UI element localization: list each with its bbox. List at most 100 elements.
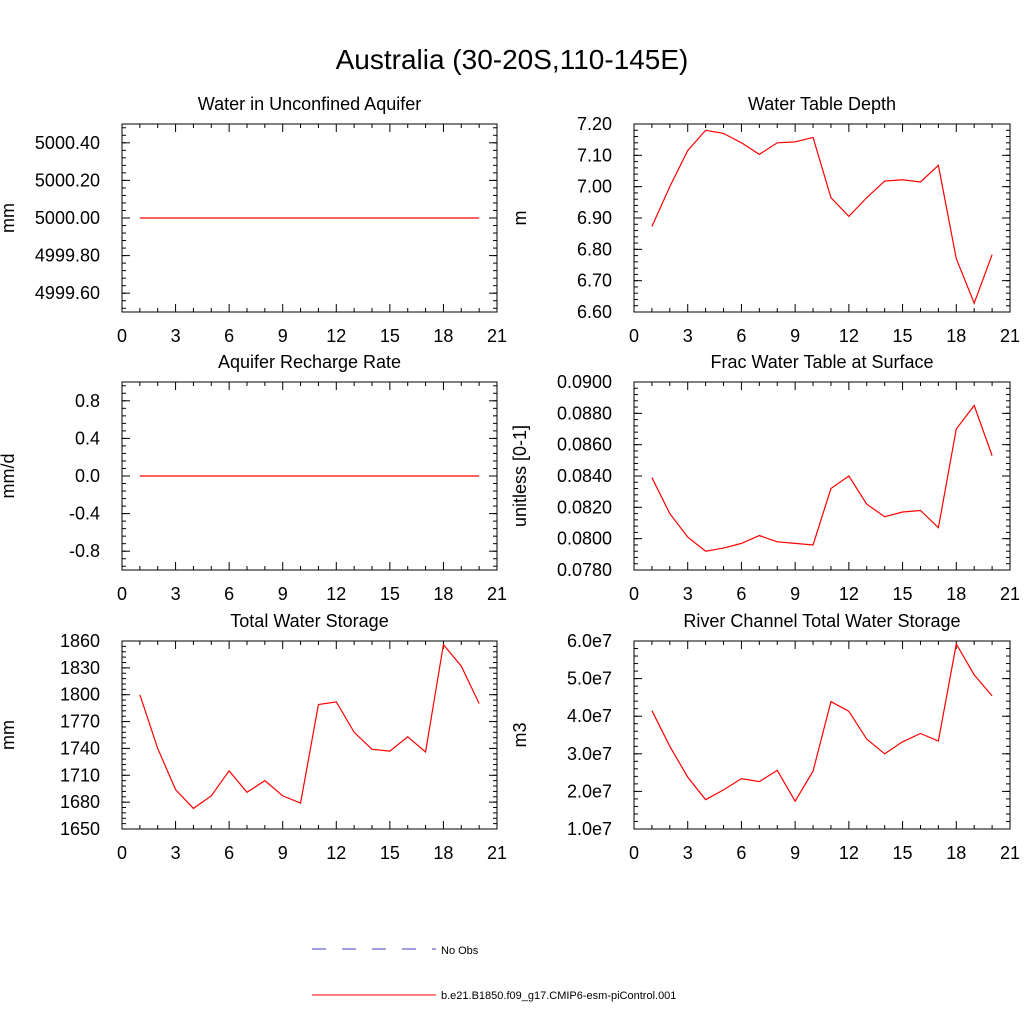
y-tick-label: 0.0800 — [557, 529, 612, 549]
panel-title: Aquifer Recharge Rate — [218, 352, 401, 372]
x-tick-label: 18 — [433, 843, 453, 863]
x-tick-label: 3 — [683, 584, 693, 604]
y-tick-label: -0.8 — [69, 541, 100, 561]
y-tick-label: 0.8 — [75, 391, 100, 411]
figure-title: Australia (30-20S,110-145E) — [335, 44, 689, 75]
y-tick-label: 2.0e7 — [567, 781, 612, 801]
x-tick-label: 9 — [790, 843, 800, 863]
y-tick-label: 4999.80 — [35, 246, 100, 266]
y-tick-label: 0.0840 — [557, 466, 612, 486]
x-tick-label: 21 — [1000, 584, 1020, 604]
panel-5: Total Water Storage 0 3 6 9 12 15 18 21 1650 1680 1… — [0, 611, 507, 863]
y-tick-label: 1860 — [60, 631, 100, 651]
panel-title: Frac Water Table at Surface — [710, 352, 933, 372]
y-tick-label: 6.70 — [577, 271, 612, 291]
x-tick-label: 9 — [790, 584, 800, 604]
x-tick-label: 21 — [487, 843, 507, 863]
x-tick-label: 6 — [224, 584, 234, 604]
panel-2: Water Table Depth 0 3 6 9 12 15 18 21 6.60 6.70 6.8… — [510, 94, 1020, 346]
y-tick-label: 6.80 — [577, 239, 612, 259]
x-tick-label: 12 — [326, 584, 346, 604]
x-tick-label: 12 — [839, 584, 859, 604]
x-tick-label: 0 — [117, 584, 127, 604]
x-tick-label: 18 — [946, 843, 966, 863]
x-tick-label: 0 — [117, 326, 127, 346]
series-line — [139, 643, 480, 810]
x-tick-label: 0 — [629, 326, 639, 346]
x-tick-label: 15 — [893, 843, 913, 863]
y-tick-label: 4999.60 — [35, 283, 100, 303]
x-tick-label: 21 — [487, 326, 507, 346]
y-tick-label: 4.0e7 — [567, 706, 612, 726]
series-line — [651, 129, 993, 305]
series-line — [651, 642, 993, 803]
y-tick-label: 5000.40 — [35, 133, 100, 153]
panel-3: Aquifer Recharge Rate 0 3 6 9 12 15 18 21 -0.8 -0.… — [0, 352, 507, 604]
y-axis-label: m3 — [510, 722, 530, 747]
x-tick-label: 0 — [117, 843, 127, 863]
legend-label-model: b.e21.B1850.f09_g17.CMIP6-esm-piControl.… — [441, 990, 676, 1002]
panel-6: River Channel Total Water Storage 0 3 6 9 12 1… — [510, 611, 1020, 863]
panel-4: Frac Water Table at Surface 0 3 6 9 12 15 18 21 0… — [510, 352, 1020, 604]
y-tick-label: 5000.20 — [35, 170, 100, 190]
x-tick-label: 12 — [326, 326, 346, 346]
x-tick-label: 21 — [1000, 843, 1020, 863]
x-tick-label: 15 — [380, 584, 400, 604]
x-tick-label: 15 — [893, 326, 913, 346]
x-tick-label: 9 — [790, 326, 800, 346]
y-tick-label: 1650 — [60, 819, 100, 839]
y-tick-label: 1710 — [60, 765, 100, 785]
y-axis-label: mm/d — [0, 454, 18, 499]
plot-frame — [121, 640, 498, 830]
x-tick-label: 9 — [278, 584, 288, 604]
y-tick-label: 6.60 — [577, 302, 612, 322]
x-tick-label: 3 — [683, 326, 693, 346]
panel-title: Total Water Storage — [230, 611, 388, 631]
y-axis-label: unitless [0-1] — [510, 425, 530, 527]
y-axis-label: m — [510, 211, 530, 226]
x-tick-label: 9 — [278, 326, 288, 346]
y-tick-label: 7.20 — [577, 114, 612, 134]
x-tick-label: 6 — [736, 326, 746, 346]
x-tick-label: 18 — [433, 326, 453, 346]
y-axis-label: mm — [0, 203, 18, 233]
y-tick-label: 0.4 — [75, 428, 100, 448]
y-tick-label: 1.0e7 — [567, 819, 612, 839]
plot-frame — [633, 123, 1011, 313]
x-tick-label: 9 — [278, 843, 288, 863]
x-tick-label: 12 — [326, 843, 346, 863]
x-tick-label: 12 — [839, 326, 859, 346]
y-tick-label: 3.0e7 — [567, 744, 612, 764]
panel-1: Water in Unconfined Aquifer 0 3 6 9 12 15 18 21 4… — [0, 94, 507, 346]
plot-frame — [633, 640, 1011, 830]
x-tick-label: 15 — [380, 326, 400, 346]
y-tick-label: 5000.00 — [35, 208, 100, 228]
y-tick-label: 6.90 — [577, 208, 612, 228]
x-tick-label: 6 — [736, 843, 746, 863]
y-axis-label: mm — [0, 720, 18, 750]
y-tick-label: 0.0900 — [557, 372, 612, 392]
legend-label-no-obs: No Obs — [441, 945, 479, 957]
y-tick-label: 1740 — [60, 738, 100, 758]
x-tick-label: 15 — [893, 584, 913, 604]
y-tick-label: 7.10 — [577, 145, 612, 165]
y-tick-label: 1830 — [60, 658, 100, 678]
y-tick-label: 0.0860 — [557, 435, 612, 455]
x-tick-label: 18 — [946, 584, 966, 604]
x-tick-label: 6 — [224, 326, 234, 346]
y-tick-label: 0.0820 — [557, 497, 612, 517]
panel-title: Water in Unconfined Aquifer — [198, 94, 421, 114]
legend: No Obs b.e21.B1850.f09_g17.CMIP6-esm-piCo… — [312, 945, 676, 1002]
x-tick-label: 21 — [487, 584, 507, 604]
x-tick-label: 18 — [946, 326, 966, 346]
series-line — [651, 404, 993, 552]
x-tick-label: 21 — [1000, 326, 1020, 346]
x-tick-label: 6 — [224, 843, 234, 863]
x-tick-label: 0 — [629, 584, 639, 604]
y-tick-label: 5.0e7 — [567, 669, 612, 689]
y-tick-label: 6.0e7 — [567, 631, 612, 651]
x-tick-label: 3 — [171, 584, 181, 604]
x-tick-label: 18 — [433, 584, 453, 604]
